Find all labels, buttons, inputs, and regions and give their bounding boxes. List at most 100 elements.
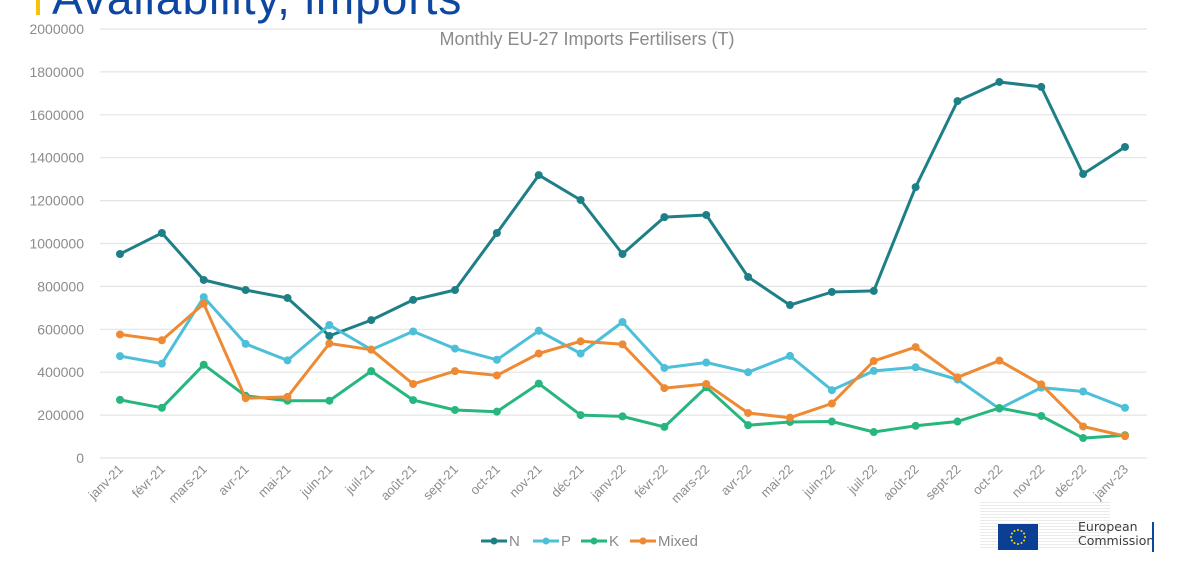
data-point [995,356,1004,365]
data-point [702,210,711,219]
y-tick-label: 600000 [37,321,84,337]
data-point [157,359,166,368]
data-point [702,358,711,367]
data-point [1037,82,1046,91]
data-point [618,318,627,327]
data-point [660,422,669,431]
data-point [744,408,753,417]
data-point [534,379,543,388]
data-point [744,421,753,430]
star [1017,543,1019,545]
series-p [116,293,1129,413]
data-point [451,367,459,376]
y-tick-label: 200000 [37,407,84,423]
x-tick-label: oct-22 [969,462,1005,498]
data-point [660,363,669,372]
data-point [283,293,292,302]
european-commission-logo: European Commission [980,500,1160,552]
slide-heading: Availability, imports [36,0,462,24]
x-tick-label: juin-22 [799,462,838,501]
x-tick-label: déc-22 [1051,462,1090,501]
legend-marker [542,537,550,545]
data-point [451,405,459,414]
data-point [199,275,208,284]
data-point [325,331,334,340]
x-tick-label: nov-21 [506,462,545,501]
data-point [744,368,753,377]
data-point [492,407,501,416]
y-tick-label: 1400000 [29,150,84,166]
x-tick-label: févr-21 [129,462,168,501]
y-tick-label: 400000 [37,364,84,380]
data-point [953,373,962,382]
data-point [367,316,376,325]
data-point [451,344,459,353]
data-point [576,349,585,358]
data-point [1079,170,1088,179]
star [1010,539,1013,542]
eu-flag-icon [998,524,1038,550]
x-tick-label: juil-21 [342,462,378,498]
data-point [827,399,836,408]
data-point [660,384,669,393]
legend: N P K Mixed [481,533,698,550]
series-n [116,77,1129,340]
data-point [827,386,836,395]
y-tick-label: 2000000 [29,21,84,37]
x-tick-label: nov-22 [1009,462,1048,501]
data-point [576,411,585,420]
data-point [492,228,501,237]
star [1017,529,1019,531]
x-tick-label: mars-21 [166,462,210,506]
y-tick-label: 1200000 [29,193,84,209]
legend-label: N [509,533,520,550]
x-tick-label: sept-22 [922,462,963,503]
data-point [702,379,711,388]
heading-accent-bar [36,0,40,15]
legend-item-k: K [581,533,619,550]
data-point [1121,142,1129,151]
data-point [660,213,669,222]
data-point [744,272,753,281]
star [1010,536,1012,538]
data-point [451,286,459,295]
series-line [119,295,1126,411]
slide-heading-text: Availability, imports [52,0,462,25]
x-tick-label: oct-21 [467,462,503,498]
data-point [283,356,292,365]
data-point [786,351,794,360]
data-point [618,412,627,421]
data-point [1079,434,1088,443]
y-tick-label: 1600000 [29,107,84,123]
series-line [119,80,1126,338]
star [1020,542,1023,545]
x-tick-label: déc-21 [548,462,587,501]
data-point [116,395,124,404]
data-point [325,339,334,348]
chart-title: Monthly EU-27 Imports Fertilisers (T) [439,29,734,49]
legend-label: Mixed [658,533,698,550]
data-point [995,77,1004,86]
y-tick-label: 1000000 [29,236,84,252]
data-point [367,367,376,376]
x-tick-label: avr-22 [718,462,755,499]
series-k [116,360,1129,443]
data-point [576,195,585,204]
logo-text-line-2: Commission [1078,533,1155,548]
data-point [1037,380,1046,389]
y-axis-ticks: 0 200000 400000 600000 800000 1000000 1200000 1… [29,21,84,466]
data-point [534,349,543,358]
legend-marker [590,537,598,545]
data-point [325,321,334,330]
data-point [534,326,543,335]
star [1010,532,1013,535]
data-point [199,293,208,302]
x-tick-label: sept-21 [420,462,461,503]
legend-item-n: N [481,533,520,550]
x-tick-label: août-22 [880,462,922,504]
y-tick-label: 0 [76,450,84,466]
data-point [911,421,920,430]
data-point [869,286,878,295]
